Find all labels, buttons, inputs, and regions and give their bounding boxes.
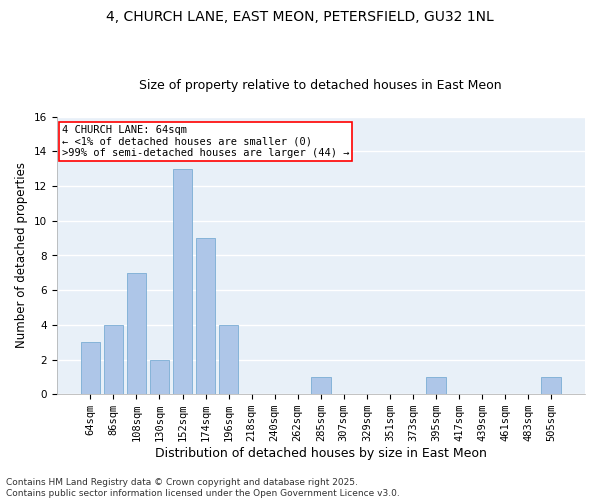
Bar: [426, 377, 446, 394]
Bar: [219, 325, 238, 394]
Bar: [104, 325, 123, 394]
Title: Size of property relative to detached houses in East Meon: Size of property relative to detached ho…: [139, 79, 502, 92]
Bar: [149, 360, 169, 394]
Bar: [127, 273, 146, 394]
Text: 4 CHURCH LANE: 64sqm
← <1% of detached houses are smaller (0)
>99% of semi-detac: 4 CHURCH LANE: 64sqm ← <1% of detached h…: [62, 125, 349, 158]
Y-axis label: Number of detached properties: Number of detached properties: [15, 162, 28, 348]
Bar: [311, 377, 331, 394]
Bar: [541, 377, 561, 394]
Text: Contains HM Land Registry data © Crown copyright and database right 2025.
Contai: Contains HM Land Registry data © Crown c…: [6, 478, 400, 498]
Bar: [173, 169, 193, 394]
X-axis label: Distribution of detached houses by size in East Meon: Distribution of detached houses by size …: [155, 447, 487, 460]
Bar: [196, 238, 215, 394]
Bar: [80, 342, 100, 394]
Text: 4, CHURCH LANE, EAST MEON, PETERSFIELD, GU32 1NL: 4, CHURCH LANE, EAST MEON, PETERSFIELD, …: [106, 10, 494, 24]
